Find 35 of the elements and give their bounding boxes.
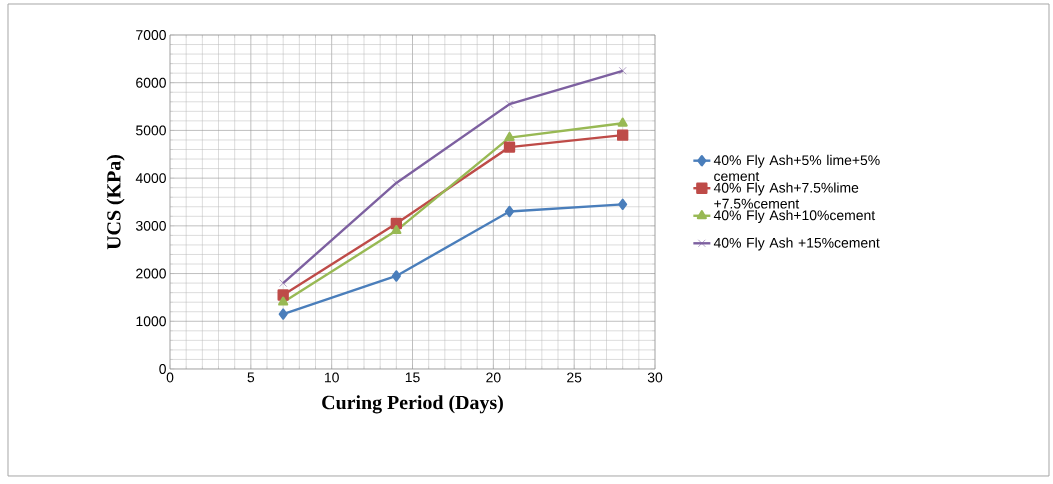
x-tick-label: 15 [405,372,420,383]
point [617,129,629,141]
point [504,205,515,218]
x-tick-label: 5 [247,372,255,383]
y-tick-label: 6000 [136,77,166,88]
legend-label: 40% Fly Ash+7.5%lime +7.5%cement [713,182,859,209]
y-tick-label: 3000 [135,220,166,231]
x-tick-label: 0 [166,372,174,383]
point [504,131,515,142]
point [279,279,287,287]
point [618,66,627,75]
x-tick-label: 20 [486,372,501,383]
legend-label: 40% Fly Ash +15%cement [713,237,880,251]
y-tick-label: 7000 [136,30,166,40]
y-tick-label: 5000 [136,125,166,136]
point [503,141,516,153]
point [278,308,288,320]
legend-label: 40% Fly Ash+10%cement [713,209,876,223]
legend-label: 40% Fly Ash+5% lime+5% cement [713,154,880,182]
point [391,270,401,282]
y-axis-title: UCS (KPa) [106,155,125,250]
y-tick-label: 2000 [136,268,166,279]
y-tick-label: 4000 [135,173,166,184]
point [278,296,289,306]
point [392,179,401,187]
point [505,100,514,108]
point [617,117,628,127]
x-tick-label: 10 [324,372,339,383]
x-axis-title: Curing Period (Days) [322,395,503,414]
y-tick-label: 1000 [136,316,166,327]
y-tick-label: 0 [159,364,166,374]
point [391,224,402,235]
x-tick-label: 25 [567,372,582,383]
point [618,198,628,211]
x-tick-label: 30 [647,372,663,383]
